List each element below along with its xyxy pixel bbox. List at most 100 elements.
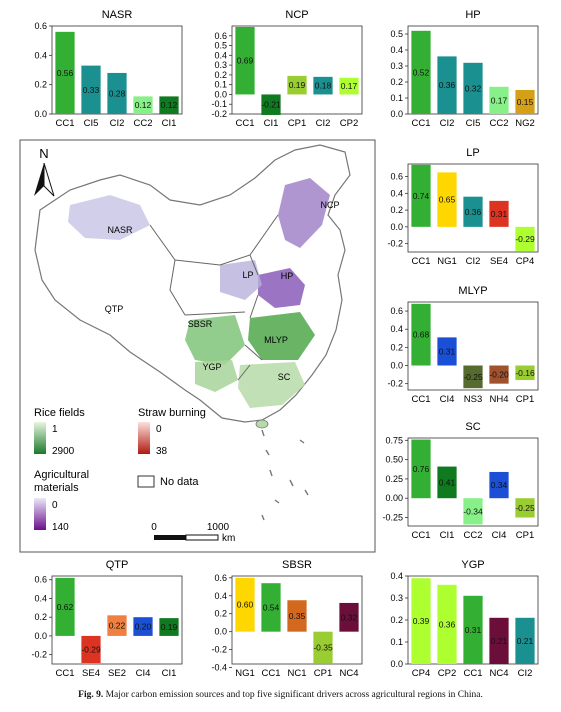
y-tick-label: 0.6 — [390, 306, 403, 316]
legend-straw-min: 0 — [156, 424, 162, 435]
x-tick-label: CC2 — [463, 530, 482, 541]
y-tick-label: -0.2 — [31, 650, 47, 660]
y-tick-label: 0.6 — [214, 573, 227, 583]
data-label: 0.17 — [491, 95, 508, 105]
bar-ci1 — [159, 96, 179, 114]
legend-agri-title-2: materials — [34, 482, 79, 494]
bar-cp1 — [287, 75, 307, 95]
y-tick-label: 0.6 — [34, 21, 47, 31]
legend-rice-min: 1 — [52, 424, 58, 435]
y-tick-label: 0.3 — [390, 593, 403, 603]
data-label: -0.25 — [515, 503, 535, 513]
region-label-sc: SC — [278, 372, 291, 382]
data-label: 0.62 — [57, 602, 74, 612]
bar-ci2 — [313, 76, 333, 95]
x-tick-label: NH4 — [489, 394, 508, 405]
region-label-hp: HP — [281, 271, 294, 281]
bar-charts: NASR 0.0 0.2 0.4 0.6 0.56 CC1 0.33 CI5 0.28 CI2 0.1… — [31, 9, 539, 679]
legend-rice-title: Rice fields — [34, 407, 85, 419]
x-tick-label: SE4 — [490, 256, 508, 267]
x-tick-label: CC1 — [411, 394, 430, 405]
y-tick-label: 0.2 — [214, 70, 227, 80]
x-tick-label: NG2 — [515, 118, 535, 129]
bar-cc1 — [235, 26, 255, 95]
data-label: -0.20 — [489, 370, 509, 380]
data-label: 0.60 — [237, 600, 254, 610]
bar-cp1 — [515, 498, 535, 518]
data-label: 0.74 — [413, 191, 430, 201]
data-label: 0.65 — [439, 195, 456, 205]
data-label: 0.19 — [161, 622, 178, 632]
scale-zero: 0 — [151, 522, 157, 533]
x-tick-label: CC1 — [261, 668, 280, 679]
y-tick-label: 0.6 — [214, 31, 227, 41]
chart-sc: SC -0.25 0.00 0.25 0.50 0.75 0.76 CC1 0.41 CI1 -0.… — [382, 421, 539, 541]
y-tick-label: 0.1 — [214, 80, 227, 90]
bar-ci2 — [515, 617, 535, 664]
bar-cc1 — [261, 583, 281, 632]
north-arrow-icon — [34, 163, 44, 196]
x-tick-label: CC1 — [55, 118, 74, 129]
data-label: 0.15 — [517, 97, 534, 107]
bar-ci5 — [81, 65, 101, 114]
data-label: 0.36 — [465, 207, 482, 217]
bar-cc1 — [55, 31, 75, 114]
y-tick-label: 0.2 — [214, 609, 227, 619]
x-tick-label: CI1 — [440, 530, 455, 541]
scale-unit: km — [222, 533, 235, 544]
scale-bar-black — [154, 535, 186, 540]
nasr-fill — [68, 195, 150, 240]
x-tick-label: CI2 — [466, 256, 481, 267]
legend-straw-max: 38 — [156, 446, 168, 457]
y-tick-label: 0.1 — [390, 93, 403, 103]
y-tick-label: 0.4 — [390, 324, 403, 334]
bar-cp4 — [515, 226, 535, 252]
y-tick-label: 0.0 — [34, 109, 47, 119]
data-label: -0.29 — [81, 644, 101, 654]
chart-title: MLYP — [458, 285, 487, 297]
data-label: 0.20 — [135, 622, 152, 632]
plot-frame — [407, 437, 539, 527]
data-label: 0.54 — [263, 602, 280, 612]
data-label: -0.16 — [515, 368, 535, 378]
data-label: -0.21 — [261, 100, 281, 110]
bar-ng1 — [235, 577, 255, 632]
y-tick-label: 0.2 — [390, 205, 403, 215]
data-label: 0.35 — [289, 611, 306, 621]
chart-title: YGP — [461, 559, 484, 571]
y-tick-label: -0.1 — [211, 99, 227, 109]
x-tick-label: CC1 — [411, 118, 430, 129]
x-tick-label: CP1 — [288, 118, 306, 129]
data-label: 0.33 — [83, 85, 100, 95]
chart-title: LP — [466, 147, 479, 159]
chart-title: SC — [465, 421, 480, 433]
x-tick-label: CP2 — [438, 668, 456, 679]
y-tick-label: -0.2 — [211, 109, 227, 119]
x-tick-label: CC1 — [55, 668, 74, 679]
bar-se4 — [489, 200, 509, 227]
bar-cc1 — [411, 439, 431, 499]
y-tick-label: 0.0 — [390, 222, 403, 232]
plot-frame — [51, 575, 183, 665]
bar-cp1 — [313, 631, 333, 664]
y-tick-label: 0.00 — [385, 493, 403, 503]
x-tick-label: CI1 — [264, 118, 279, 129]
bar-ng1 — [437, 172, 457, 227]
bar-ci2 — [463, 196, 483, 227]
x-tick-label: CI4 — [136, 668, 151, 679]
y-tick-label: 0.3 — [390, 61, 403, 71]
region-labels: NASR NCP HP LP QTP SBSR MLYP YGP SC — [105, 200, 340, 382]
legend-rice-max: 2900 — [52, 446, 75, 457]
plot-frame — [231, 25, 363, 115]
data-label: 0.22 — [109, 621, 126, 631]
region-label-sbsr: SBSR — [188, 319, 213, 329]
y-tick-label: 0.0 — [390, 109, 403, 119]
bar-ci4 — [133, 617, 153, 636]
data-label: 0.31 — [465, 625, 482, 635]
caption-label: Fig. 9. — [78, 690, 104, 700]
data-label: 0.76 — [413, 464, 430, 474]
y-tick-label: 0.4 — [390, 571, 403, 581]
y-tick-label: 0.4 — [34, 593, 47, 603]
bar-ns3 — [463, 365, 483, 389]
